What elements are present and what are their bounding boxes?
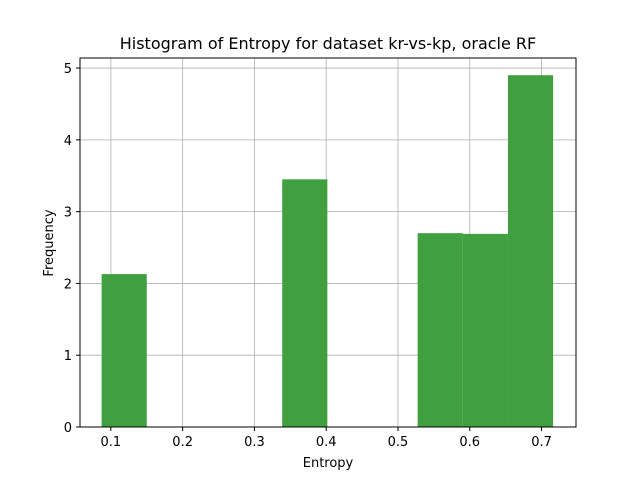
y-tick-label: 1 (64, 349, 72, 364)
plot-frame (79, 57, 577, 428)
y-axis-label: Frequency (42, 209, 57, 276)
x-tick-label: 0.7 (531, 435, 552, 450)
x-axis-label: Entropy (303, 456, 354, 471)
histogram-bar (282, 179, 328, 427)
histogram-bar (417, 233, 463, 427)
y-tick-label: 0 (64, 421, 72, 436)
y-tick-label: 5 (64, 62, 72, 77)
x-tick-label: 0.1 (101, 435, 122, 450)
y-axis-ticks: 0 1 2 3 4 5 (64, 62, 80, 436)
x-axis-ticks: 0.1 0.2 0.3 0.4 0.5 0.6 0.7 (101, 427, 552, 450)
x-tick-label: 0.5 (388, 435, 409, 450)
histogram-bar (462, 233, 508, 427)
histogram-bar (101, 274, 147, 427)
x-tick-label: 0.4 (316, 435, 337, 450)
chart-title: Histogram of Entropy for dataset kr-vs-k… (120, 34, 537, 53)
y-tick-label: 3 (64, 206, 72, 221)
y-tick-label: 2 (64, 277, 72, 292)
y-tick-label: 4 (64, 134, 72, 149)
histogram-bar (507, 75, 554, 428)
x-tick-label: 0.3 (244, 435, 265, 450)
x-tick-label: 0.6 (459, 435, 480, 450)
x-tick-label: 0.2 (172, 435, 193, 450)
bars (101, 75, 554, 428)
